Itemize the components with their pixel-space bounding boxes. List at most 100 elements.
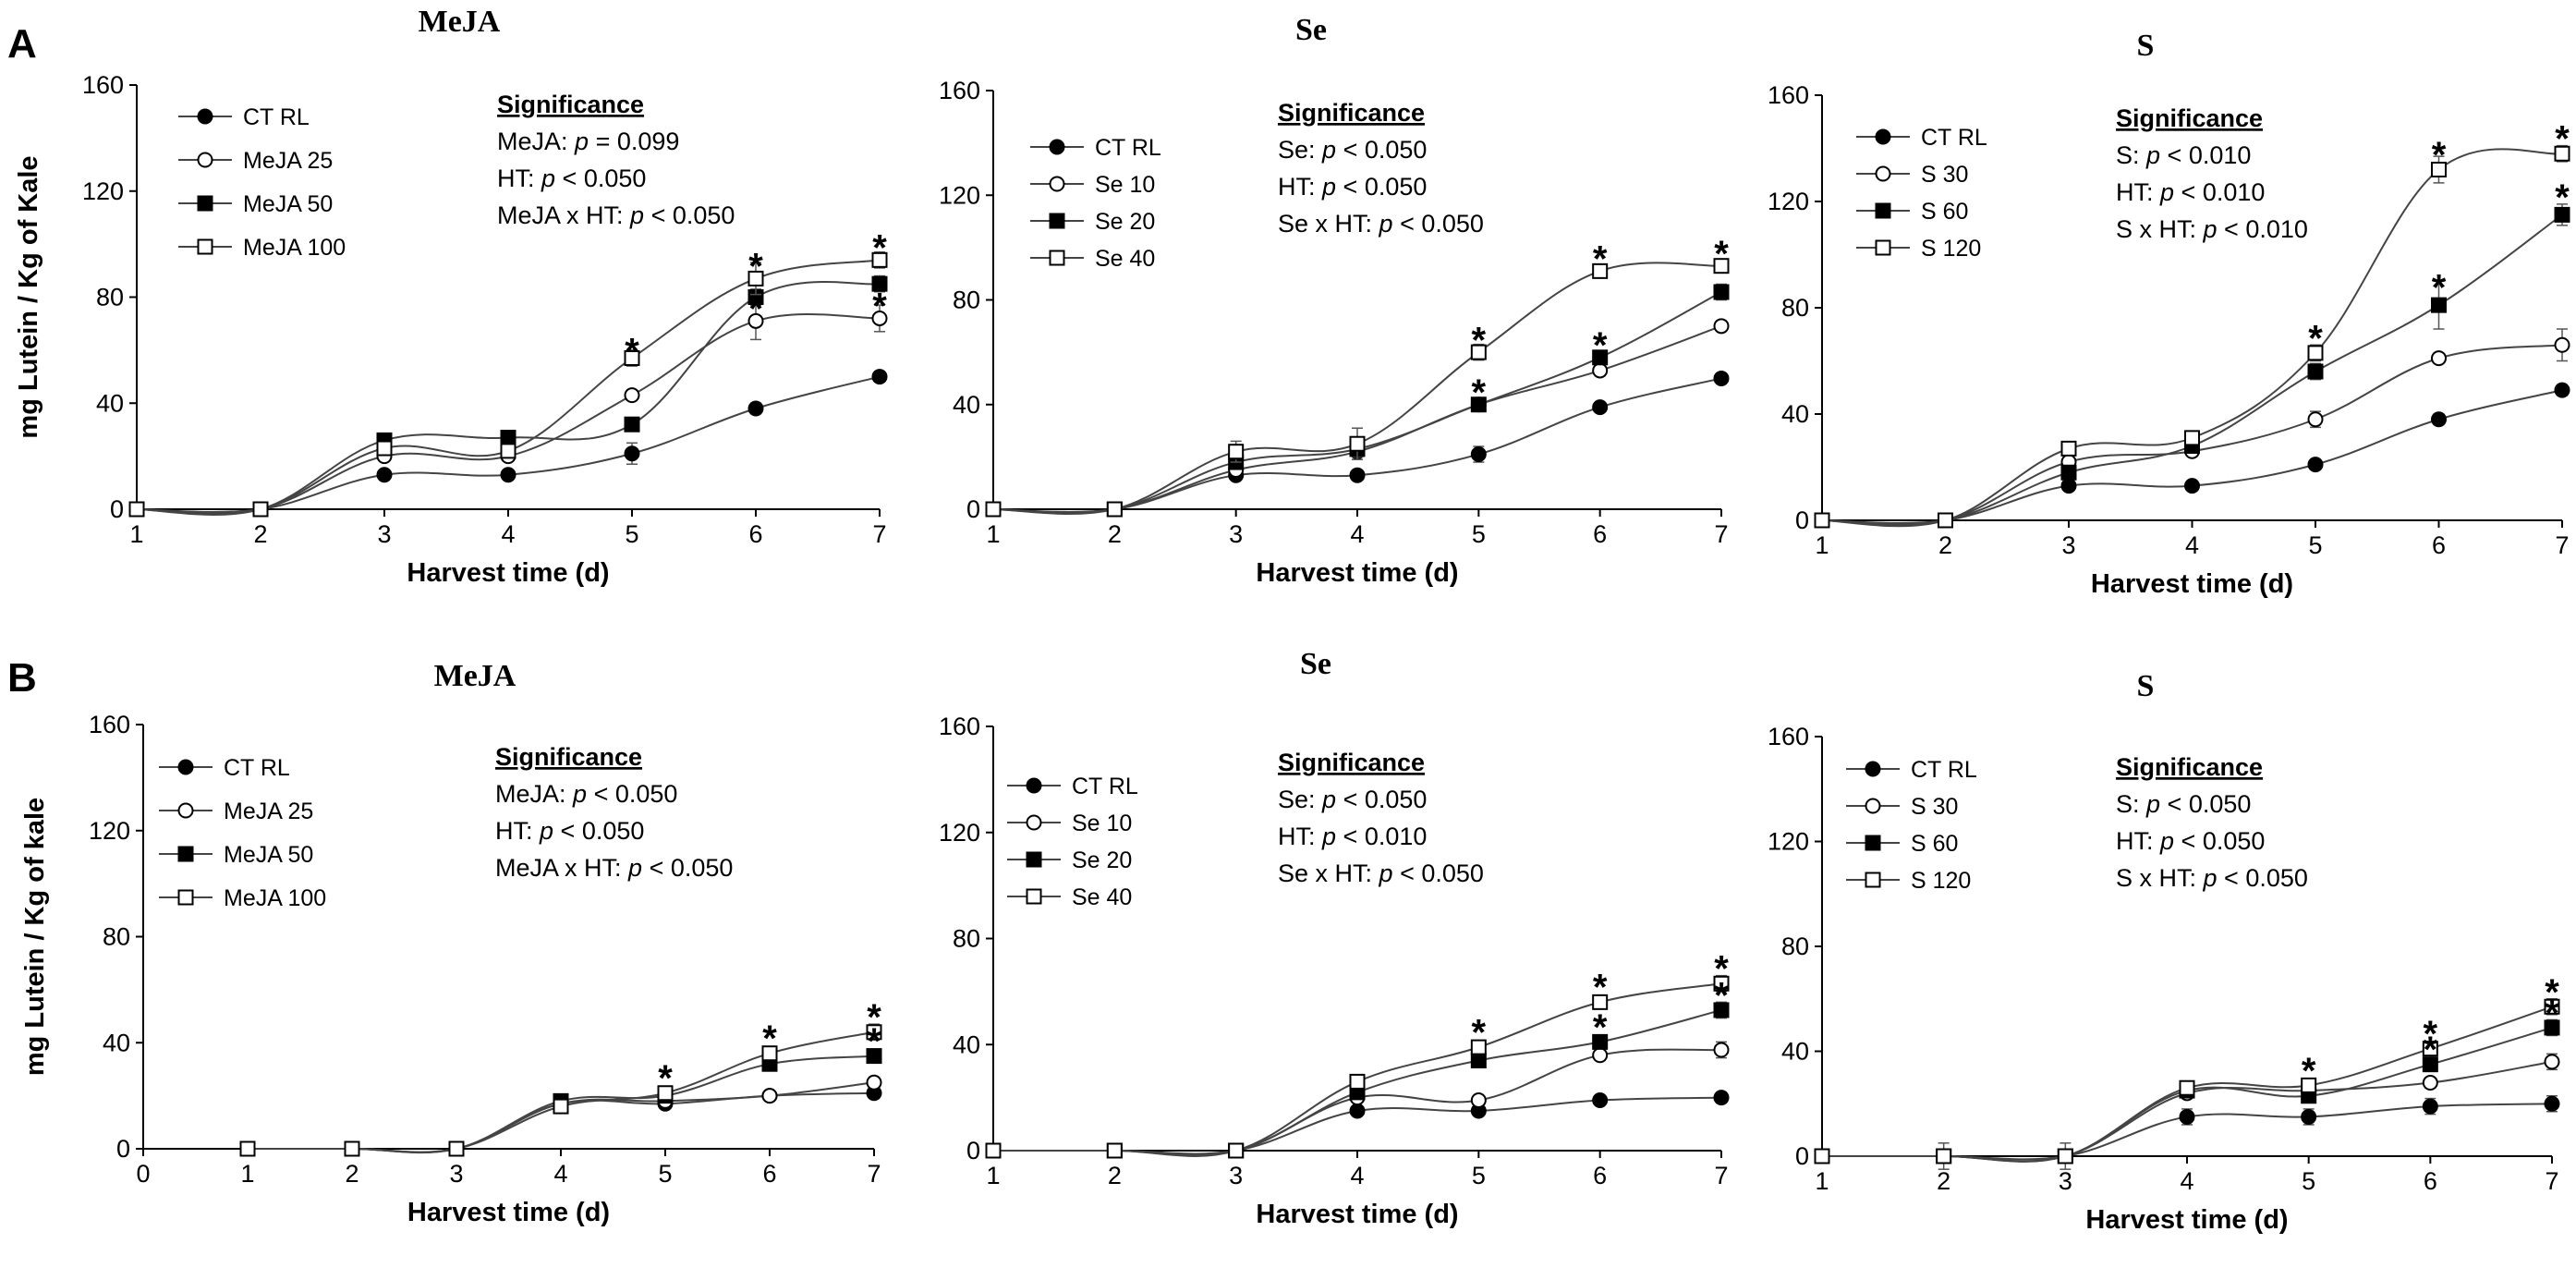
data-point	[985, 1142, 1002, 1159]
data-point	[2544, 1095, 2560, 1112]
significance-line: Se: p < 0.050	[1278, 136, 1427, 164]
x-tick-label: 2	[1937, 1167, 1950, 1195]
data-point	[1713, 370, 1730, 386]
data-point	[376, 467, 393, 483]
chart-a-s: S 0 40 80 120 160 1 2 3 4 5 6 7 Harvest time (d) CT RL…	[1768, 29, 2570, 599]
series-line	[136, 313, 881, 515]
data-point	[1592, 994, 1609, 1010]
legend-label: S 60	[1921, 199, 1968, 225]
legend-label: S 120	[1911, 868, 1971, 894]
x-tick-label: 1	[1815, 531, 1829, 559]
legend-label: CT RL	[224, 755, 290, 781]
data-point	[2301, 1108, 2317, 1125]
x-tick-label: 7	[2545, 1167, 2558, 1195]
data-point	[1936, 1148, 1952, 1164]
legend-marker	[177, 759, 194, 775]
y-tick-label: 120	[82, 177, 124, 205]
legend-label: S 120	[1921, 236, 1981, 262]
significance-line: Se x HT: p < 0.050	[1278, 210, 1484, 238]
legend-label: MeJA 50	[243, 191, 333, 217]
series-line	[993, 982, 1722, 1157]
series-se-40	[985, 974, 1730, 1159]
legend-label: Se 40	[1072, 884, 1132, 910]
x-tick-label: 3	[2061, 531, 2075, 559]
chart-b-meja: MeJA 0 40 80 120 160 0 1 2 3 4 5 6 7 Harvest time (d) m…	[20, 659, 882, 1227]
data-point	[1470, 396, 1487, 413]
data-point	[1349, 1073, 1366, 1090]
data-point	[1106, 501, 1123, 518]
x-tick-label: 6	[1593, 1162, 1607, 1189]
panel-label-a: A	[7, 21, 37, 67]
x-tick-label: 6	[748, 520, 762, 548]
y-tick-label: 80	[953, 287, 980, 314]
x-tick-label: 4	[553, 1160, 567, 1188]
significance-marker: *	[1714, 949, 1729, 990]
legend-marker	[1865, 798, 1881, 814]
legend-marker	[1026, 888, 1042, 905]
x-tick-label: 2	[253, 520, 267, 548]
y-tick-label: 160	[939, 713, 980, 740]
y-tick-label: 120	[1768, 188, 1809, 215]
data-point	[866, 1024, 882, 1041]
x-axis-title: Harvest time (d)	[1256, 1200, 1458, 1229]
data-point	[2554, 206, 2570, 223]
legend-label: MeJA 100	[243, 235, 346, 261]
significance-heading: Significance	[1278, 749, 1425, 776]
data-point	[2057, 1148, 2073, 1164]
legend-marker	[197, 195, 213, 212]
significance-marker: *	[2432, 268, 2447, 309]
data-point	[2307, 457, 2324, 473]
data-point	[2060, 440, 2077, 457]
legend-marker	[1049, 213, 1065, 229]
data-point	[128, 501, 145, 518]
significance-marker: *	[1593, 325, 1608, 366]
x-axis-title: Harvest time (d)	[2085, 1205, 2288, 1235]
y-tick-label: 120	[939, 181, 980, 209]
data-point	[761, 1088, 778, 1104]
data-point	[1592, 349, 1609, 366]
series-line	[247, 1081, 875, 1153]
data-point	[1713, 1002, 1730, 1018]
legend-label: Se 10	[1095, 172, 1155, 198]
data-point	[761, 1045, 778, 1062]
legend-marker	[1026, 777, 1042, 794]
x-tick-label: 2	[1108, 1162, 1122, 1189]
data-point	[2554, 145, 2570, 162]
data-point	[871, 275, 888, 292]
x-tick-label: 2	[1108, 520, 1122, 548]
y-tick-label: 80	[953, 925, 980, 953]
significance-marker: *	[2545, 993, 2559, 1033]
data-point	[252, 501, 269, 518]
data-point	[871, 369, 888, 385]
significance-heading: Significance	[1278, 99, 1425, 127]
legend-marker	[177, 846, 194, 862]
legend-label: S 60	[1911, 831, 1958, 857]
data-point	[2544, 1054, 2560, 1070]
legend-label: Se 40	[1095, 246, 1155, 272]
significance-marker: *	[872, 228, 887, 269]
data-point	[1228, 444, 1245, 460]
significance-marker: *	[1593, 1007, 1608, 1048]
y-tick-label: 160	[1768, 81, 1809, 109]
legend-marker	[1026, 851, 1042, 868]
y-tick-label: 160	[1768, 723, 1809, 750]
data-point	[2431, 297, 2447, 313]
data-point	[1713, 318, 1730, 335]
significance-line: MeJA x HT: p < 0.050	[497, 201, 735, 229]
legend-label: CT RL	[1072, 774, 1138, 799]
x-tick-label: 7	[872, 520, 886, 548]
y-tick-label: 160	[82, 71, 124, 99]
data-point	[1470, 1091, 1487, 1108]
legend-label: MeJA 25	[243, 148, 333, 174]
data-point	[500, 430, 516, 446]
significance-marker: *	[872, 287, 887, 327]
significance-marker: *	[748, 289, 763, 330]
y-tick-label: 0	[1795, 506, 1809, 534]
x-tick-label: 1	[129, 520, 143, 548]
significance-marker: *	[2308, 318, 2323, 359]
x-tick-label: 3	[1229, 520, 1243, 548]
x-tick-label: 4	[501, 520, 515, 548]
data-point	[2184, 430, 2200, 446]
significance-line: HT: p < 0.050	[2116, 827, 2265, 855]
data-point	[1349, 467, 1366, 483]
